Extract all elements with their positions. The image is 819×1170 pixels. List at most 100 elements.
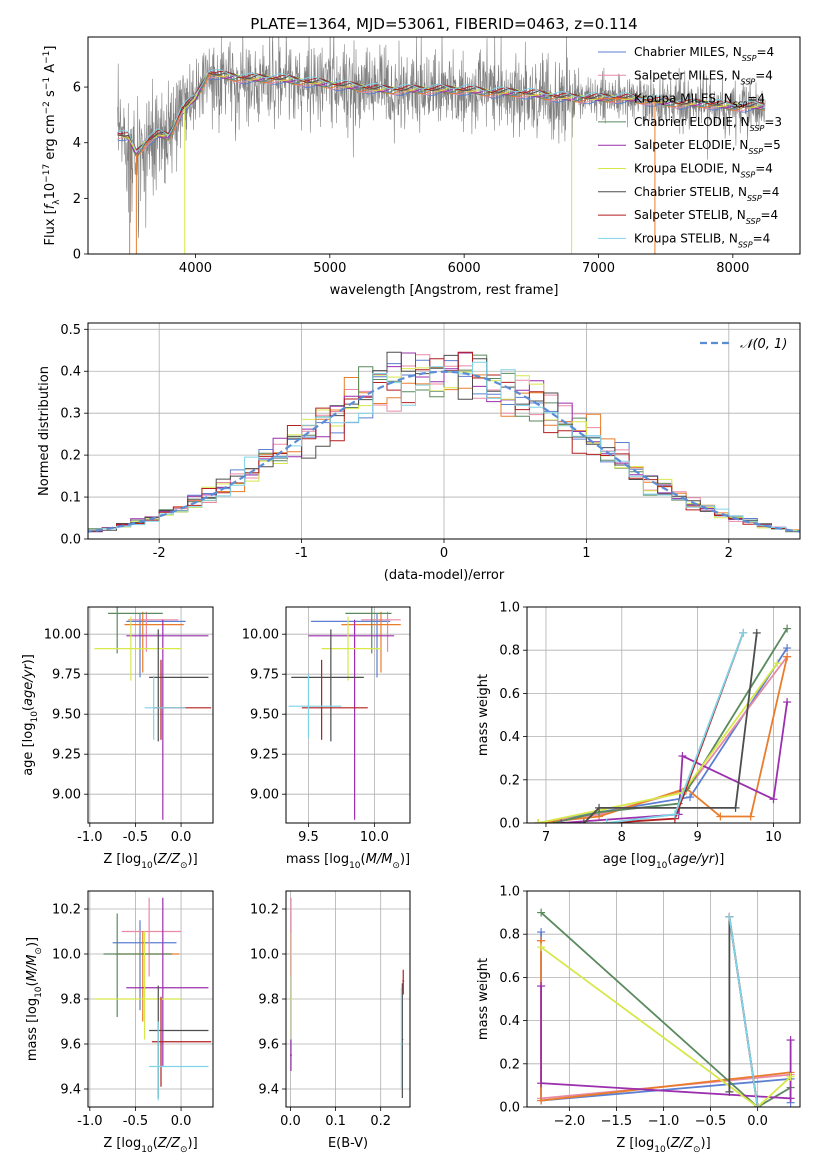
mass-weight-line bbox=[538, 656, 788, 823]
label-part: 10 bbox=[141, 861, 153, 871]
axes-frame bbox=[526, 606, 801, 824]
x-axis-label: mass [log10(M/M⊙)] bbox=[286, 852, 410, 871]
x-axis-label: Z [log10(Z/Z⊙)] bbox=[103, 1136, 197, 1155]
plot-area bbox=[290, 897, 405, 1098]
label-part: ( bbox=[666, 1136, 671, 1151]
y-tick-label: 0.2 bbox=[499, 1057, 520, 1072]
label-part: M/M bbox=[25, 955, 40, 982]
legend-entry: Salpeter STELIB, NSSP=4 bbox=[634, 208, 778, 226]
y-tick-label: 10.00 bbox=[242, 628, 279, 643]
label-part: f bbox=[43, 202, 58, 209]
mass-weight-line bbox=[540, 911, 792, 1107]
legend-name: Chabrier ELODIE, N bbox=[634, 115, 750, 129]
legend-sub: SSP bbox=[742, 54, 757, 63]
panel-mass-vs-EBV: 0.0 0.1 0.2 9.4 9.6 9.8 10.0 10.2 E(B-V) bbox=[250, 890, 411, 1151]
label-part: 10 bbox=[656, 861, 668, 871]
y-tick-label: 1.0 bbox=[499, 885, 520, 900]
y-tick-label: 9.25 bbox=[52, 748, 81, 763]
y-tick-label: 4 bbox=[73, 136, 81, 151]
label-part: ( bbox=[21, 706, 36, 711]
y-tick-label: 10.00 bbox=[44, 628, 81, 643]
axes-frame bbox=[87, 322, 801, 540]
label-part: Flux [ bbox=[43, 209, 58, 245]
panel-mass-vs-Z: -1.0 -0.5 0.09.49.69.810.010.2Z [log10(Z/Z… bbox=[25, 890, 214, 1155]
legend-sub: SSP bbox=[747, 193, 762, 202]
x-tick-label: 7 bbox=[542, 830, 550, 845]
label-part: )] bbox=[400, 852, 410, 867]
label-part: ⊙ bbox=[392, 861, 400, 871]
label-part: s bbox=[43, 90, 58, 101]
label-part: age [log bbox=[21, 723, 36, 776]
y-tick-label: 10.2 bbox=[52, 903, 81, 918]
legend-nssp: =4 bbox=[753, 231, 771, 245]
legend-sub: SSP bbox=[741, 170, 756, 179]
x-tick-label: 0.0 bbox=[171, 830, 192, 845]
y-axis-label: age [log10(age/yr)] bbox=[21, 654, 40, 776]
x-tick-label: 0.1 bbox=[325, 1114, 346, 1129]
x-axis-label: Z [log10(Z/Z⊙)] bbox=[616, 1136, 710, 1155]
label-part: −17 bbox=[42, 164, 52, 183]
label-part: erg cm bbox=[43, 114, 58, 163]
y-tick-label: 0.0 bbox=[60, 533, 81, 548]
legend-entry: Chabrier ELODIE, NSSP=3 bbox=[634, 115, 782, 132]
x-tick-label: −1.5 bbox=[601, 1114, 633, 1129]
x-tick-label: 1 bbox=[582, 546, 590, 561]
label-part: ( bbox=[153, 852, 158, 867]
legend-sub: SSP bbox=[738, 240, 753, 249]
x-tick-label: -1.0 bbox=[77, 830, 102, 845]
x-axis-label: (data-model)/error bbox=[384, 568, 505, 583]
x-tick-label: 9 bbox=[693, 830, 701, 845]
x-tick-label: 9.5 bbox=[298, 830, 319, 845]
x-tick-label: 0.0 bbox=[747, 1114, 768, 1129]
y-axis-label: Normed distribution bbox=[37, 366, 52, 496]
y-tick-label: 9.75 bbox=[52, 668, 81, 683]
x-tick-label: 8 bbox=[618, 830, 626, 845]
model-spectrum-line bbox=[117, 69, 765, 152]
y-axis-label: mass weight bbox=[476, 674, 491, 756]
y-tick-label: 0.0 bbox=[499, 1101, 520, 1116]
y-tick-label: 9.50 bbox=[250, 708, 279, 723]
label-part: mass [log bbox=[25, 998, 40, 1061]
x-tick-label: -0.5 bbox=[123, 1114, 148, 1129]
plot-area bbox=[288, 607, 401, 820]
legend-name: Kroupa MILES, N bbox=[634, 92, 733, 106]
x-tick-label: 0 bbox=[440, 546, 448, 561]
x-tick-label: 0.0 bbox=[280, 1114, 301, 1129]
label-part: Z/Z bbox=[670, 1136, 694, 1151]
label-part: 10 bbox=[654, 1145, 666, 1155]
histogram-step-line bbox=[88, 361, 800, 534]
label-part: M/M bbox=[366, 852, 393, 867]
axes-frame bbox=[285, 890, 411, 1108]
label-part: Z/Z bbox=[157, 852, 181, 867]
x-axis-label: wavelength [Angstrom, rest frame] bbox=[330, 283, 559, 298]
label-part: −1 bbox=[42, 77, 52, 90]
y-tick-label: 0 bbox=[73, 248, 81, 263]
y-tick-label: 0.3 bbox=[60, 407, 81, 422]
legend-sub: SSP bbox=[746, 217, 761, 226]
x-tick-label: 10 bbox=[765, 830, 782, 845]
label-part: Z [log bbox=[103, 852, 141, 867]
legend-name: Salpeter STELIB, N bbox=[634, 208, 746, 222]
mass-weight-line bbox=[538, 656, 788, 823]
label-part: mass weight bbox=[476, 674, 491, 756]
mass-weight-line bbox=[540, 946, 792, 1107]
legend-sub: SSP bbox=[750, 123, 765, 132]
panel-massweight-vs-Z: −2.0 −1.5 −1.0 −0.5 0.0 0.0 0.2 0.4 0.6 0.8 1.0 mas… bbox=[476, 885, 801, 1155]
x-tick-label: −0.5 bbox=[695, 1114, 727, 1129]
panel-massweight-vs-age: 7 8 9 10 0.0 0.2 0.4 0.6 0.8 1.0 mass weight age [l… bbox=[476, 601, 801, 871]
y-tick-label: 9.75 bbox=[250, 668, 279, 683]
y-tick-label: 9.00 bbox=[52, 788, 81, 803]
label-part: mass [log bbox=[286, 852, 349, 867]
axes-frame bbox=[87, 36, 801, 255]
x-tick-label: 10.0 bbox=[360, 830, 389, 845]
y-tick-label: 10.0 bbox=[250, 948, 279, 963]
label-part: )] bbox=[25, 937, 40, 947]
y-tick-label: 0.4 bbox=[60, 365, 81, 380]
y-tick-label: 9.50 bbox=[52, 708, 81, 723]
model-spectrum-line bbox=[117, 70, 765, 152]
plot-area bbox=[94, 897, 212, 1101]
axes-frame bbox=[87, 890, 214, 1108]
x-tick-label: 7000 bbox=[582, 261, 615, 276]
